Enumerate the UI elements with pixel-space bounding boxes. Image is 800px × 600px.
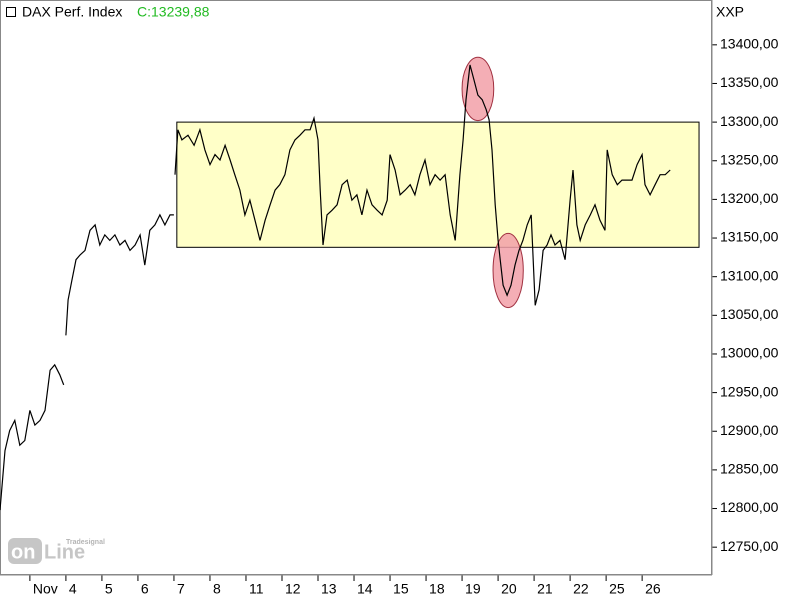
logo-badge: [8, 538, 42, 564]
y-tick-label: 12950,00: [720, 383, 779, 399]
y-tick-label: 12900,00: [720, 422, 779, 438]
y-tick-label: 12850,00: [720, 461, 779, 477]
logo-brand: Tradesignal: [66, 539, 105, 546]
x-tick-label: 13: [321, 581, 337, 597]
x-tick-label: 11: [249, 581, 264, 597]
y-tick-label: 13050,00: [720, 306, 779, 322]
logo-word: on: [11, 541, 35, 563]
y-tick-label: 12750,00: [720, 538, 779, 554]
x-tick-label: 20: [501, 581, 517, 597]
y-tick-label: 13350,00: [720, 74, 779, 90]
highlight-ellipse: [492, 232, 524, 309]
y-tick-label: 13000,00: [720, 345, 779, 361]
y-tick-label: 12800,00: [720, 499, 779, 515]
axis-unit: XXP: [716, 4, 744, 20]
axis-panel: [712, 0, 800, 600]
x-tick-label: 5: [105, 581, 113, 597]
chart-title: DAX Perf. Index: [22, 4, 122, 20]
x-tick-label: 25: [609, 581, 625, 597]
highlight-ellipse: [461, 56, 495, 122]
y-tick-label: 13400,00: [720, 36, 779, 52]
x-tick-label: 8: [213, 581, 221, 597]
y-tick-label: 13150,00: [720, 229, 779, 245]
x-tick-label: 14: [357, 581, 373, 597]
x-tick-label: 21: [537, 581, 553, 597]
x-tick-label: Nov: [33, 581, 58, 597]
x-tick-label: 12: [285, 581, 301, 597]
logo-word: Line: [44, 541, 85, 563]
x-tick-label: 22: [573, 581, 589, 597]
logo: Tradesignal on Line: [8, 538, 105, 564]
x-tick-label: 6: [141, 581, 149, 597]
y-tick-label: 13100,00: [720, 267, 779, 283]
y-tick-label: 13250,00: [720, 151, 779, 167]
price-line: [0, 64, 671, 511]
symbol-icon: [6, 7, 16, 17]
last-close: C:13239,88: [137, 4, 210, 20]
x-tick-label: 15: [393, 581, 409, 597]
x-tick-label: 4: [69, 581, 77, 597]
y-tick-label: 13200,00: [720, 190, 779, 206]
plot-frame: [0, 0, 712, 575]
x-tick-label: 7: [177, 581, 185, 597]
range-box: [176, 121, 700, 248]
y-tick-label: 13300,00: [720, 113, 779, 129]
x-tick-label: 18: [429, 581, 445, 597]
x-tick-label: 19: [465, 581, 481, 597]
x-tick-label: 26: [645, 581, 661, 597]
